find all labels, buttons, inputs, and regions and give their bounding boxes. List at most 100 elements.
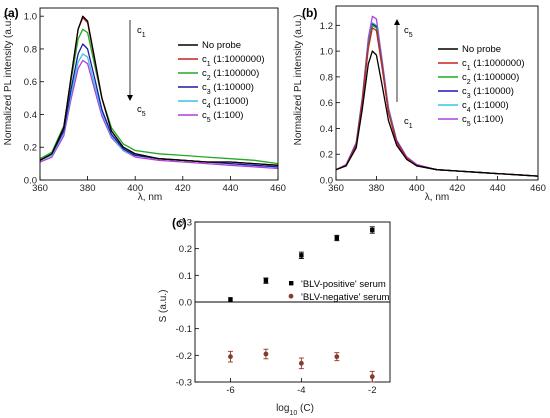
panel-b-y-tick-label: 0.2 — [320, 150, 333, 161]
panel-b-series-line — [335, 50, 539, 177]
panel-c-x-axis-label: log10 (C) — [276, 403, 314, 417]
panel-c-point-positive — [299, 253, 304, 258]
panel-a-legend-label-sub: 3 — [207, 89, 211, 96]
panel-a-legend-label-sub: 5 — [207, 117, 211, 124]
panel-b-legend-label-sub: 1 — [467, 65, 471, 72]
panel-a-legend-label-main: c — [202, 110, 207, 121]
panel-a-legend-label: No probe — [202, 40, 241, 51]
panel-b-x-tick-label: 380 — [368, 183, 384, 194]
panel-a-legend-label: c1 (1:1000000) — [202, 54, 265, 68]
panel-a-series-line — [39, 15, 279, 166]
panel-a-x-tick-label: 360 — [32, 183, 48, 194]
panel-c-point-negative — [298, 360, 304, 366]
panel-b-x-axis-label: λ, nm — [425, 192, 449, 203]
panel-c-y-axis-label: S (a.u.) — [158, 290, 169, 323]
panel-a-y-tick-label: 0.6 — [24, 77, 37, 88]
panel-b-y-tick-label: 1.0 — [320, 47, 333, 58]
panel-a-y-tick-label: 0.0 — [24, 176, 37, 187]
panel-a-y-axis-label: Normalized PL intensity (a.u.) — [3, 15, 14, 146]
panel-b-legend-label-ratio: (1:10000) — [471, 86, 514, 97]
panel-a-x-tick-label: 420 — [175, 183, 191, 194]
panel-a-y-tick-label: 1.0 — [24, 12, 37, 23]
panel-c-y-tick-label: 0.0 — [179, 298, 192, 309]
panel-c-x-tick-label: -6 — [226, 385, 234, 396]
panel-a-legend-label-main: c — [202, 68, 207, 79]
panel-b-legend-label-main: c — [462, 58, 467, 69]
panel-c-legend-marker — [289, 281, 294, 286]
panel-b-arrowhead — [394, 19, 400, 25]
panel-a-legend-label-sub: 4 — [207, 103, 211, 110]
panel-c-point-negative — [228, 354, 233, 360]
panel-c-y-tick-label: -0.2 — [176, 351, 192, 362]
panel-a-legend-label-sub: 1 — [207, 61, 211, 68]
panel-c-x-tick-label: -4 — [297, 385, 305, 396]
panel-b-legend-label-sub: 2 — [467, 79, 471, 86]
panel-b-legend-label-main: c — [462, 86, 467, 97]
panel-a-y-tick-label: 0.2 — [24, 143, 37, 154]
panel-a-legend-label: c2 (1:100000) — [202, 68, 259, 82]
panel-a-x-axis-label: λ, nm — [138, 192, 162, 203]
panel-a-annotation: c1 c5 — [127, 20, 146, 118]
panel-a-legend-label-ratio: (1:10000) — [211, 82, 254, 93]
panel-b-legend-label: c4 (1:1000) — [462, 100, 509, 114]
panel-c-y-tick-label: -0.1 — [176, 324, 192, 335]
panel-c-y-tick-label: 0.1 — [179, 271, 192, 282]
panel-a-arrowhead — [127, 95, 133, 101]
panel-b-legend-label: c3 (1:10000) — [462, 86, 514, 100]
panel-b-y-tick-label: 0.8 — [320, 72, 333, 83]
panel-c-legend: 'BLV-positive' serum 'BLV-negative' serum — [288, 279, 390, 303]
panel-a-series-line — [39, 59, 279, 170]
panel-b-y-tick-label: 0.6 — [320, 98, 333, 109]
panel-b: (b) Normalized PL intensity (a.u.) λ, nm… — [293, 5, 546, 203]
panel-a-legend-label-sub: 2 — [207, 75, 211, 82]
panel-a: (a) Normalized PL intensity (a.u.) λ, nm… — [3, 6, 286, 203]
panel-a-legend-label: c3 (1:10000) — [202, 82, 254, 96]
panel-b-legend-label-ratio: (1:1000000) — [471, 58, 525, 69]
panel-a-label: (a) — [4, 6, 19, 20]
panel-b-label: (b) — [302, 6, 317, 20]
panel-c-point-positive — [370, 227, 375, 233]
panel-b-plot-frame — [335, 5, 539, 181]
panel-a-x-tick-label: 380 — [80, 183, 96, 194]
panel-b-legend-label: c1 (1:1000000) — [462, 58, 525, 72]
panel-b-legend-label-main: c — [462, 72, 467, 83]
panel-b-x-tick-label: 360 — [328, 183, 344, 194]
panel-a-y-tick-label: 0.8 — [24, 44, 37, 55]
panel-b-legend-label-ratio: (1:100000) — [471, 72, 520, 83]
panel-b-x-tick-label: 460 — [530, 183, 546, 194]
panel-c-y-tick-label: -0.3 — [176, 378, 192, 389]
panel-c: (c) S (a.u.) log10 (C) -6 -4 -2 0.3 0.2 0.1 0.… — [158, 216, 391, 417]
panel-c-y-tick-label: 0.3 — [179, 218, 192, 229]
panel-c-point-positive — [334, 235, 340, 241]
panel-c-legend-marker — [288, 293, 294, 299]
panel-b-legend-label-main: No probe — [462, 44, 501, 55]
panel-b-legend-label-ratio: (1:100) — [471, 114, 504, 125]
panel-a-legend-label-ratio: (1:100000) — [211, 68, 260, 79]
panel-a-x-tick-label: 400 — [127, 183, 143, 194]
panel-c-point-negative — [369, 374, 375, 380]
panel-b-y-tick-label: 1.2 — [320, 21, 333, 32]
panel-c-point-positive — [228, 297, 233, 302]
panel-b-legend-label: c2 (1:100000) — [462, 72, 519, 86]
panel-a-annotation-bottom: c5 — [137, 104, 146, 118]
panel-a-legend-label-ratio: (1:1000000) — [211, 54, 265, 65]
panel-a-y-tick-label: 0.4 — [24, 110, 37, 121]
panel-a-plot-frame — [39, 7, 279, 181]
panel-b-legend-label-sub: 4 — [467, 107, 471, 114]
panel-a-legend-label-main: c — [202, 96, 207, 107]
panel-a-x-tick-label: 440 — [222, 183, 238, 194]
panel-c-point-negative — [263, 351, 269, 357]
panel-a-annotation-top: c1 — [137, 25, 146, 39]
panel-a-legend-label: c5 (1:100) — [202, 110, 243, 124]
panel-a-legend-label: c4 (1:1000) — [202, 96, 249, 110]
panel-c-legend-label: 'BLV-positive' serum — [301, 279, 386, 290]
panel-b-annotation-top: c5 — [404, 25, 413, 39]
panel-c-legend-label: 'BLV-negative' serum — [301, 292, 390, 303]
panel-c-y-tick-label: 0.2 — [179, 244, 192, 255]
panel-a-x-tick-label: 460 — [270, 183, 286, 194]
panel-b-x-tick-label: 440 — [490, 183, 506, 194]
panel-b-y-tick-label: 0.4 — [320, 124, 333, 135]
panel-b-x-tick-label: 420 — [449, 183, 465, 194]
